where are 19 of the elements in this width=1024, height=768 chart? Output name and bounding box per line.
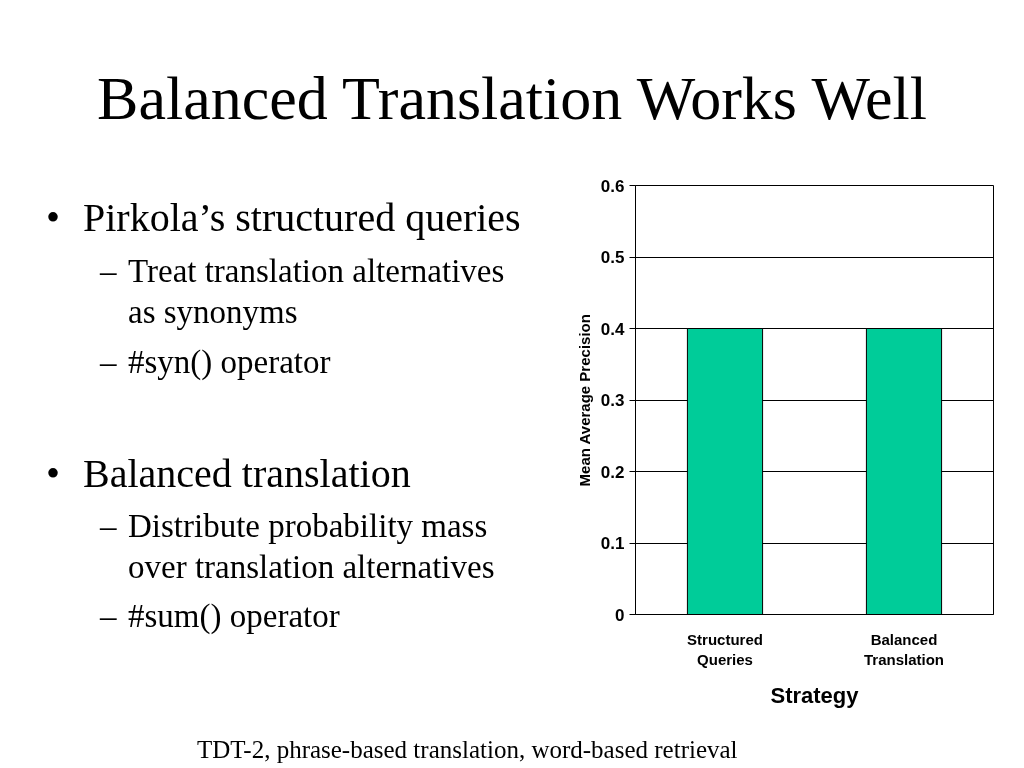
y-tick-label: 0.1 [600, 534, 625, 553]
x-tick-label: Structured Queries [687, 630, 763, 668]
y-tick-label: 0.4 [600, 319, 626, 339]
y-tick-label: 0.6 [600, 176, 625, 196]
text: TDT-2, phrase-based translation, word-based retrieval [196, 735, 739, 765]
chart-title: Balanced Translation Works Well [96, 63, 928, 133]
x-tick-label: Balanced Translation [863, 630, 945, 668]
text: – #syn() operator [100, 343, 332, 382]
text: • Pirkola’s structured queries [46, 194, 522, 242]
y-axis-title: Mean Average Precision [575, 314, 593, 487]
y-tick-label: 0.2 [600, 462, 625, 482]
x-axis-title: Strategy [770, 682, 860, 708]
text: – #sum() operator [100, 597, 341, 636]
y-tick-label: 0.5 [600, 248, 625, 267]
y-tick-label: 0 [615, 605, 625, 625]
text: – Distribute probability mass over translation alternatives [100, 507, 496, 587]
y-tick-label: 0.3 [600, 391, 625, 410]
text: • Balanced translation [46, 450, 412, 498]
text: – Treat translation alternatives as synonyms [100, 252, 506, 332]
